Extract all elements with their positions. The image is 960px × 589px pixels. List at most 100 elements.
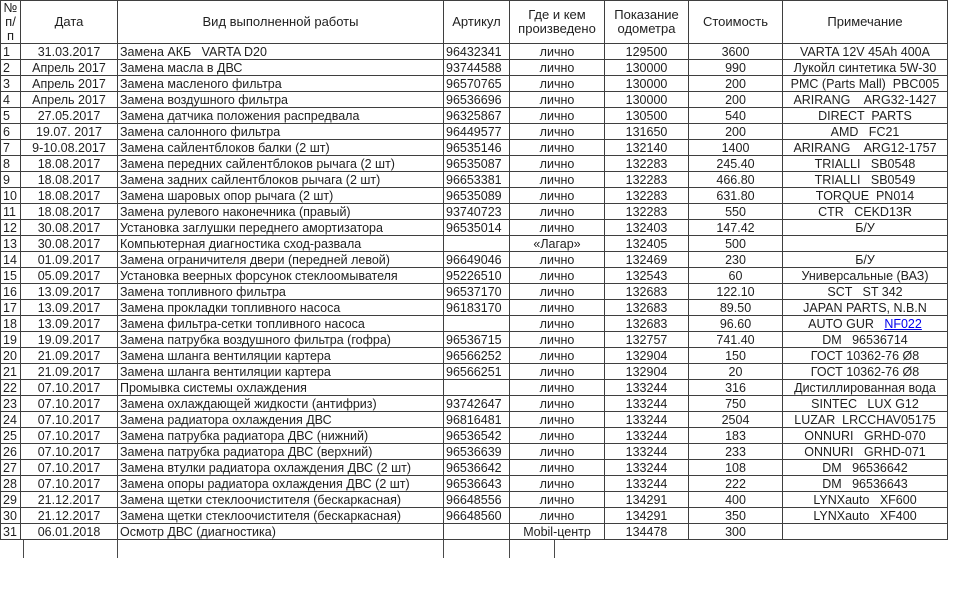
cell-note: LYNXauto XF600 (782, 491, 948, 508)
cell-date: 31.03.2017 (20, 43, 118, 60)
cell-article: 96648560 (443, 507, 510, 524)
cell-cost: 183 (688, 427, 783, 444)
cell-where: лично (509, 411, 605, 428)
cell-date: 18.08.2017 (20, 171, 118, 188)
row-number: 11 (0, 203, 21, 220)
cell-work: Замена АКБ VARTA D20 (117, 43, 444, 60)
cell-cost: 2504 (688, 411, 783, 428)
cell-work: Замена шланга вентиляции картера (117, 347, 444, 364)
row-number: 12 (0, 219, 21, 236)
table-row: 21 21.09.2017 Замена шланга вентиляции кар… (0, 363, 948, 380)
cell-cost: 200 (688, 91, 783, 108)
cell-cost: 200 (688, 75, 783, 92)
cell-odometer: 133244 (604, 427, 689, 444)
cell-cost: 540 (688, 107, 783, 124)
cell-date: 07.10.2017 (20, 379, 118, 396)
cell-odometer: 133244 (604, 475, 689, 492)
cell-cost: 990 (688, 59, 783, 76)
table-row: 16 13.09.2017 Замена топливного фильтра 965… (0, 283, 948, 300)
table-row: 12 30.08.2017 Установка заглушки переднего… (0, 219, 948, 236)
cell-where: лично (509, 59, 605, 76)
cell-work: Замена патрубка радиатора ДВС (нижний) (117, 427, 444, 444)
cell-date: 06.01.2018 (20, 523, 118, 540)
cell-work: Установка заглушки переднего амортизатор… (117, 219, 444, 236)
grid-line-fragment (23, 540, 24, 558)
cell-date: 07.10.2017 (20, 459, 118, 476)
cell-work: Осмотр ДВС (диагностика) (117, 523, 444, 540)
cell-note: Дистиллированная вода (782, 379, 948, 396)
row-number: 6 (0, 123, 21, 140)
table-row: 15 05.09.2017 Установка веерных форсунок с… (0, 267, 948, 284)
cell-cost: 500 (688, 235, 783, 252)
cell-article: 96653381 (443, 171, 510, 188)
row-number: 9 (0, 171, 21, 188)
header-note: Примечание (782, 0, 948, 44)
cell-article (443, 379, 510, 396)
cell-cost: 466.80 (688, 171, 783, 188)
table-row: 13 30.08.2017 Компьютерная диагностика схо… (0, 235, 948, 252)
cell-date: Апрель 2017 (20, 75, 118, 92)
cell-article: 96816481 (443, 411, 510, 428)
cell-work: Замена щетки стеклоочистителя (бескаркас… (117, 491, 444, 508)
cell-work: Замена радиатора охлаждения ДВС (117, 411, 444, 428)
cell-date: 01.09.2017 (20, 251, 118, 268)
cell-cost: 20 (688, 363, 783, 380)
cell-cost: 233 (688, 443, 783, 460)
cell-odometer: 132469 (604, 251, 689, 268)
cell-cost: 245.40 (688, 155, 783, 172)
cell-odometer: 130500 (604, 107, 689, 124)
table-row: 17 13.09.2017 Замена прокладки топливного … (0, 299, 948, 316)
cell-work: Замена патрубка воздушного фильтра (гофр… (117, 331, 444, 348)
cell-where: лично (509, 123, 605, 140)
table-row: 2 Апрель 2017 Замена масла в ДВС 93744588 ли… (0, 59, 948, 76)
cell-where: лично (509, 187, 605, 204)
cell-note: LUZAR LRCCHAV05175 (782, 411, 948, 428)
cell-article (443, 523, 510, 540)
table-row: 4 Апрель 2017 Замена воздушного фильтра 965… (0, 91, 948, 108)
table-body: 1 31.03.2017 Замена АКБ VARTA D20 96432341 л… (0, 43, 948, 540)
cell-odometer: 132683 (604, 299, 689, 316)
grid-line-fragment (117, 540, 118, 558)
cell-cost: 350 (688, 507, 783, 524)
table-row: 29 21.12.2017 Замена щетки стеклоочистител… (0, 491, 948, 508)
cell-work: Замена задних сайлентблоков рычага (2 шт… (117, 171, 444, 188)
cell-where: лично (509, 379, 605, 396)
cell-work: Замена топливного фильтра (117, 283, 444, 300)
cell-article: 96325867 (443, 107, 510, 124)
table-row: 26 07.10.2017 Замена патрубка радиатора ДВ… (0, 443, 948, 460)
cell-work: Замена втулки радиатора охлаждения ДВС (… (117, 459, 444, 476)
cell-cost: 230 (688, 251, 783, 268)
cell-where: «Лагар» (509, 235, 605, 252)
cell-note: ARIRANG ARG12-1757 (782, 139, 948, 156)
table-row: 8 18.08.2017 Замена передних сайлентблоков… (0, 155, 948, 172)
cell-work: Замена опоры радиатора охлаждения ДВС (2… (117, 475, 444, 492)
cell-cost: 89.50 (688, 299, 783, 316)
cell-work: Замена прокладки топливного насоса (117, 299, 444, 316)
header-where: Где и кем произведено (509, 0, 605, 44)
cell-odometer: 134291 (604, 491, 689, 508)
cell-odometer: 133244 (604, 395, 689, 412)
cell-date: 13.09.2017 (20, 283, 118, 300)
row-number: 18 (0, 315, 21, 332)
header-article: Артикул (443, 0, 510, 44)
note-link[interactable]: NF022 (884, 316, 922, 331)
cell-article: 96537170 (443, 283, 510, 300)
cell-article: 96536542 (443, 427, 510, 444)
row-number: 26 (0, 443, 21, 460)
table-row: 20 21.09.2017 Замена шланга вентиляции кар… (0, 347, 948, 364)
row-number: 15 (0, 267, 21, 284)
table-header: № п/п Дата Вид выполненной работы Артику… (0, 0, 948, 44)
row-number: 20 (0, 347, 21, 364)
cell-work: Замена щетки стеклоочистителя (бескаркас… (117, 507, 444, 524)
cell-cost: 200 (688, 123, 783, 140)
cell-article: 96648556 (443, 491, 510, 508)
cell-odometer: 132904 (604, 363, 689, 380)
row-number: 13 (0, 235, 21, 252)
cell-work: Замена датчика положения распредвала (117, 107, 444, 124)
table-row: 19 19.09.2017 Замена патрубка воздушного ф… (0, 331, 948, 348)
row-number: 19 (0, 331, 21, 348)
table-row: 24 07.10.2017 Замена радиатора охлаждения … (0, 411, 948, 428)
cell-work: Замена передних сайлентблоков рычага (2 … (117, 155, 444, 172)
cell-odometer: 132683 (604, 283, 689, 300)
cell-note: SINTEC LUX G12 (782, 395, 948, 412)
